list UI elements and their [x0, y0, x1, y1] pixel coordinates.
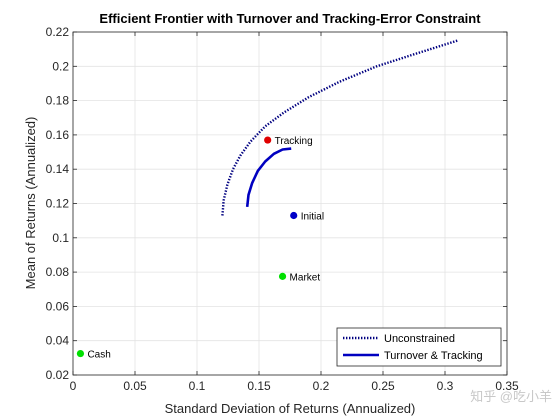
y-tick-label: 0.04 — [46, 334, 70, 348]
series-lines — [221, 39, 458, 216]
x-tick-label: 0.3 — [437, 379, 454, 393]
point-initial — [290, 211, 298, 220]
chart-title: Efficient Frontier with Turnover and Tra… — [99, 11, 481, 26]
y-tick-label: 0.1 — [52, 231, 69, 245]
legend: Unconstrained Turnover & Tracking — [336, 327, 502, 367]
x-tick-label: 0 — [70, 379, 77, 393]
x-tick-label: 0.25 — [371, 379, 395, 393]
legend-box — [336, 327, 502, 367]
y-axis-label: Mean of Returns (Annualized) — [23, 117, 38, 290]
y-tick-label: 0.16 — [46, 128, 70, 142]
point-market — [278, 272, 287, 280]
series-line-turnover-tracking — [245, 147, 292, 208]
x-tick-label: 0.2 — [313, 379, 330, 393]
legend-label: Turnover & Tracking — [384, 350, 483, 362]
data-points: Tracking Initial Market Cash — [76, 136, 324, 361]
point-cash — [76, 349, 85, 358]
y-tick-label: 0.02 — [46, 368, 70, 382]
y-tick-label: 0.12 — [46, 197, 70, 211]
point-label-cash: Cash — [87, 350, 110, 361]
axis-ticks: 0 0.05 0.1 0.15 0.2 0.25 0.3 0.35 0.02 0.04 0.06 0.… — [46, 25, 519, 393]
y-tick-label: 0.14 — [46, 162, 70, 176]
legend-label: Unconstrained — [384, 333, 455, 345]
y-tick-label: 0.2 — [52, 59, 69, 73]
x-tick-label: 0.35 — [495, 379, 519, 393]
x-tick-label: 0.1 — [189, 379, 206, 393]
point-label-market: Market — [290, 272, 321, 283]
grid-lines — [72, 31, 508, 376]
y-tick-label: 0.08 — [46, 265, 70, 279]
point-label-tracking: Tracking — [275, 136, 313, 147]
y-tick-label: 0.18 — [46, 94, 70, 108]
series-line-unconstrained — [221, 39, 458, 216]
x-tick-label: 0.05 — [123, 379, 147, 393]
point-label-initial: Initial — [301, 212, 324, 223]
y-tick-label: 0.06 — [46, 299, 70, 313]
x-tick-label: 0.15 — [247, 379, 271, 393]
y-tick-label: 0.22 — [46, 25, 70, 39]
watermark: 知乎 @吃小羊 — [470, 389, 552, 404]
point-tracking — [264, 136, 272, 144]
x-axis-label: Standard Deviation of Returns (Annualize… — [165, 401, 416, 416]
